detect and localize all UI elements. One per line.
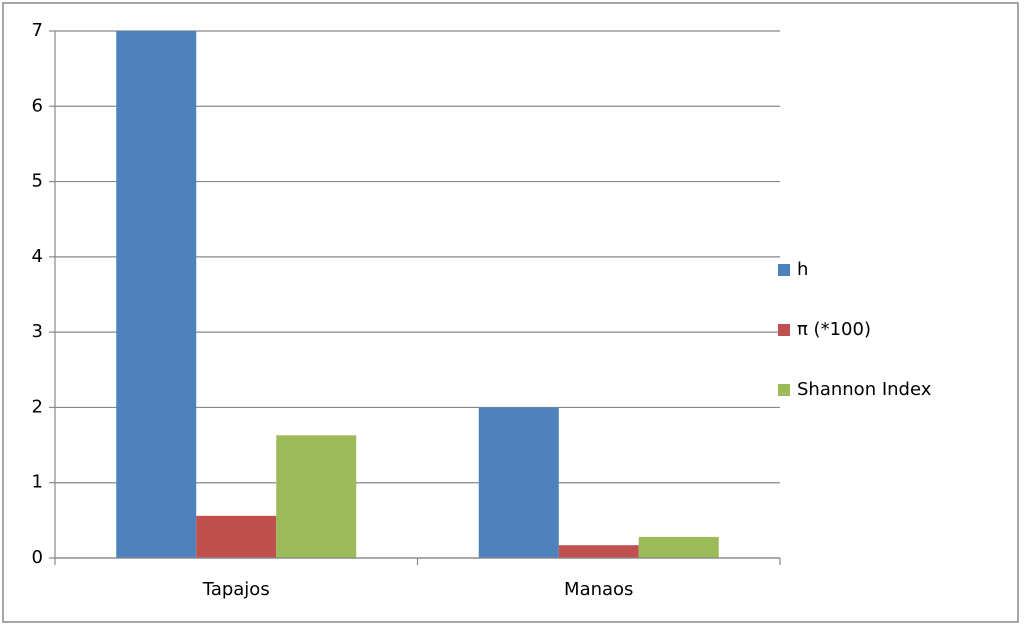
legend-label: h: [797, 259, 808, 280]
y-tick-label: 0: [32, 547, 43, 568]
bar: [116, 31, 197, 558]
legend-label: Shannon Index: [797, 379, 932, 400]
bar: [196, 515, 277, 558]
y-tick-label: 3: [32, 321, 43, 342]
y-tick-label: 1: [32, 472, 43, 493]
y-tick-label: 5: [32, 171, 43, 192]
y-tick-label: 4: [32, 246, 43, 267]
bar: [478, 407, 559, 558]
x-tick-label: Manaos: [564, 579, 633, 600]
y-tick-label: 7: [32, 20, 43, 41]
legend-label: π (*100): [797, 319, 871, 340]
legend-swatch: [778, 384, 790, 396]
bar: [638, 536, 719, 558]
legend-swatch: [778, 324, 790, 336]
x-tick-label: Tapajos: [202, 579, 270, 600]
legend-swatch: [778, 264, 790, 276]
bar: [558, 545, 639, 558]
y-tick-label: 2: [32, 396, 43, 417]
y-tick-label: 6: [32, 95, 43, 116]
bar: [276, 435, 357, 558]
